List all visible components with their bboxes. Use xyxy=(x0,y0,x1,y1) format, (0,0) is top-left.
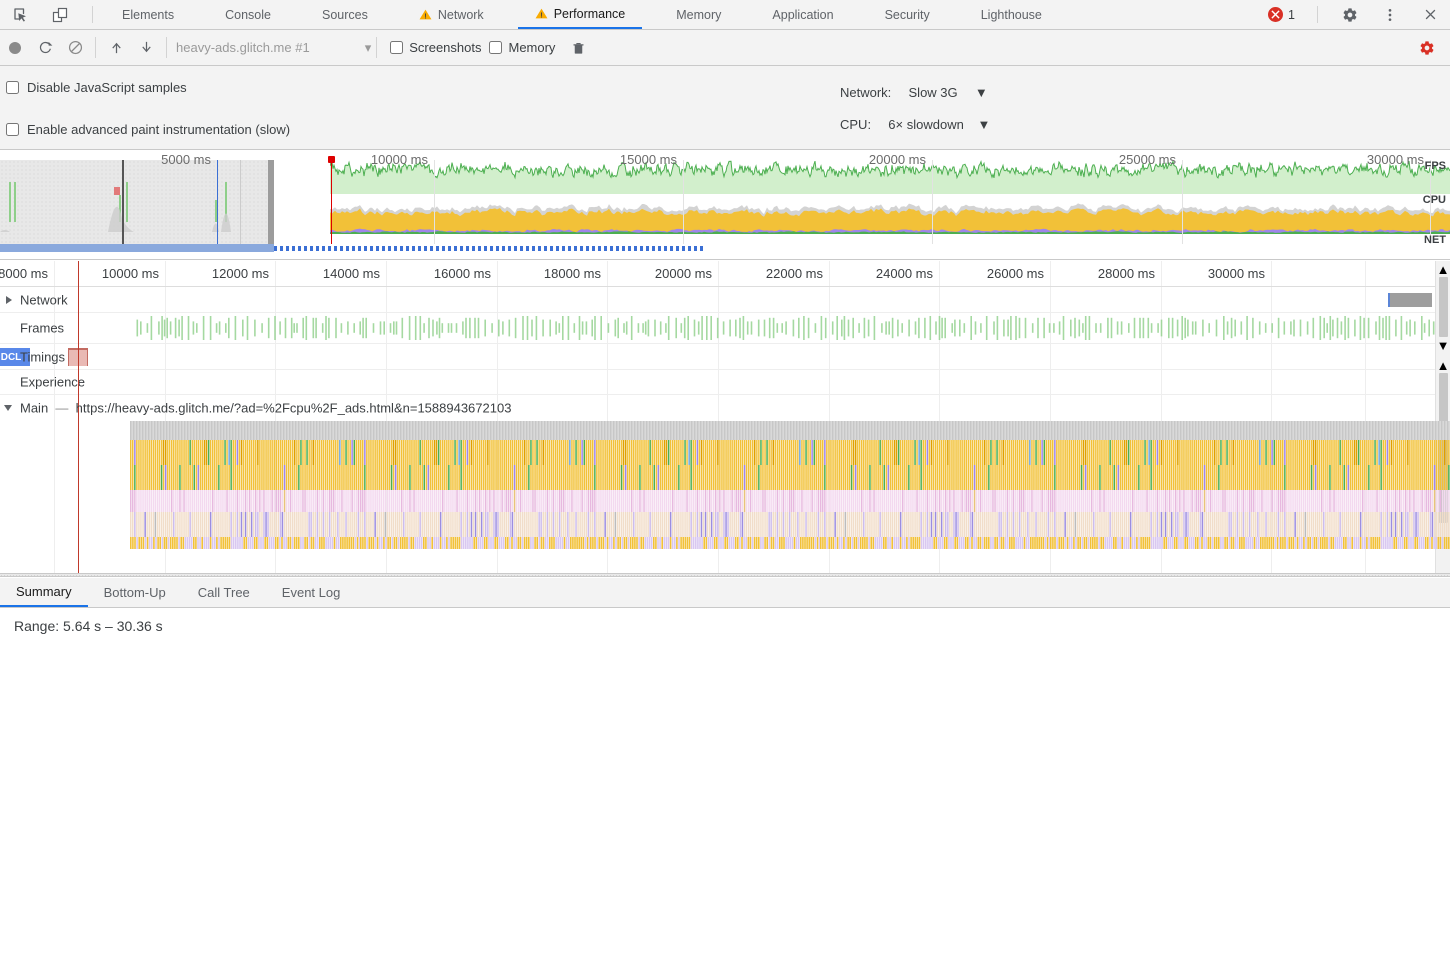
svg-text:!: ! xyxy=(540,12,542,19)
svg-text:!: ! xyxy=(424,13,426,20)
